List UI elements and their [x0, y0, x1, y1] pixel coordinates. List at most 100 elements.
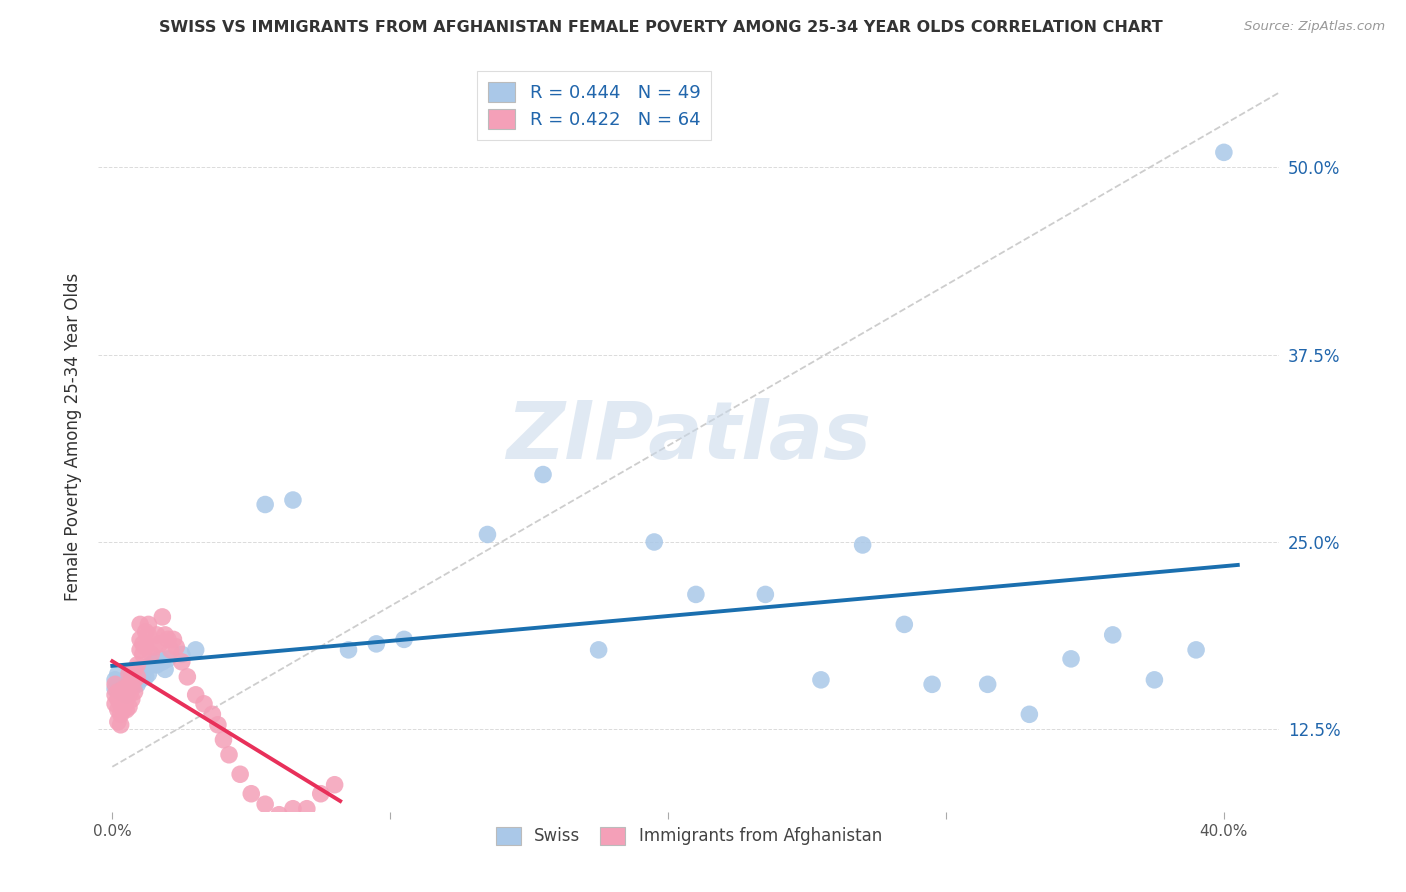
Point [218, 747, 240, 762]
Point [201, 707, 224, 722]
Point [643, 535, 665, 549]
Point [156, 632, 179, 647]
Point [754, 587, 776, 601]
Text: SWISS VS IMMIGRANTS FROM AFGHANISTAN FEMALE POVERTY AMONG 25-34 YEAR OLDS CORREL: SWISS VS IMMIGRANTS FROM AFGHANISTAN FEM… [159, 20, 1163, 35]
Point [118, 681, 141, 696]
Point [104, 697, 127, 711]
Point [212, 732, 235, 747]
Point [107, 677, 129, 691]
Point [129, 673, 152, 687]
Point [170, 655, 193, 669]
Point [148, 637, 170, 651]
Point [110, 697, 132, 711]
Point [115, 681, 138, 696]
Point [124, 673, 146, 687]
Point [138, 617, 160, 632]
Point [118, 670, 141, 684]
Point [132, 637, 155, 651]
Point [107, 666, 129, 681]
Point [1212, 145, 1234, 160]
Point [143, 655, 166, 669]
Point [588, 643, 610, 657]
Point [337, 643, 360, 657]
Point [107, 714, 129, 729]
Point [141, 657, 163, 672]
Point [146, 628, 169, 642]
Point [254, 797, 277, 812]
Point [104, 688, 127, 702]
Point [366, 637, 388, 651]
Point [143, 640, 166, 654]
Point [124, 677, 146, 691]
Point [135, 640, 157, 654]
Point [110, 688, 132, 702]
Point [104, 673, 127, 687]
Point [207, 718, 229, 732]
Point [184, 688, 207, 702]
Point [281, 802, 304, 816]
Point [1018, 707, 1040, 722]
Point [281, 493, 304, 508]
Point [110, 685, 132, 699]
Legend: Swiss, Immigrants from Afghanistan: Swiss, Immigrants from Afghanistan [489, 820, 889, 852]
Point [118, 699, 141, 714]
Point [323, 778, 346, 792]
Point [685, 587, 707, 601]
Point [135, 624, 157, 639]
Point [121, 692, 143, 706]
Point [115, 703, 138, 717]
Point [112, 692, 135, 706]
Point [112, 703, 135, 717]
Point [135, 670, 157, 684]
Point [240, 787, 263, 801]
Point [148, 652, 170, 666]
Point [141, 648, 163, 662]
Point [254, 498, 277, 512]
Point [477, 527, 499, 541]
Point [159, 643, 181, 657]
Point [165, 640, 187, 654]
Point [976, 677, 998, 691]
Y-axis label: Female Poverty Among 25-34 Year Olds: Female Poverty Among 25-34 Year Olds [63, 273, 82, 601]
Point [118, 677, 141, 691]
Point [132, 666, 155, 681]
Point [129, 643, 152, 657]
Point [112, 685, 135, 699]
Point [127, 677, 149, 691]
Point [107, 692, 129, 706]
Point [176, 670, 198, 684]
Point [115, 688, 138, 702]
Point [104, 681, 127, 696]
Point [153, 662, 176, 676]
Point [150, 610, 173, 624]
Point [162, 632, 184, 647]
Point [1143, 673, 1166, 687]
Point [810, 673, 832, 687]
Point [156, 652, 179, 666]
Point [115, 681, 138, 696]
Point [170, 648, 193, 662]
Point [124, 662, 146, 676]
Point [138, 666, 160, 681]
Point [229, 767, 252, 781]
Point [110, 707, 132, 722]
Text: ZIPatlas: ZIPatlas [506, 398, 872, 476]
Point [121, 681, 143, 696]
Point [1185, 643, 1208, 657]
Point [193, 697, 215, 711]
Point [138, 628, 160, 642]
Text: Source: ZipAtlas.com: Source: ZipAtlas.com [1244, 20, 1385, 33]
Point [184, 643, 207, 657]
Point [150, 655, 173, 669]
Point [118, 688, 141, 702]
Point [531, 467, 554, 482]
Point [107, 685, 129, 699]
Point [129, 617, 152, 632]
Point [107, 703, 129, 717]
Point [121, 670, 143, 684]
Point [104, 677, 127, 691]
Point [124, 685, 146, 699]
Point [112, 681, 135, 696]
Point [110, 718, 132, 732]
Point [110, 677, 132, 691]
